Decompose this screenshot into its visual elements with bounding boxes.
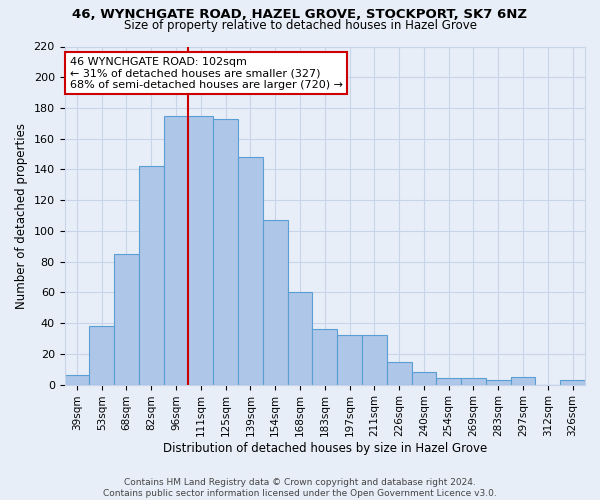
X-axis label: Distribution of detached houses by size in Hazel Grove: Distribution of detached houses by size … — [163, 442, 487, 455]
Text: 46 WYNCHGATE ROAD: 102sqm
← 31% of detached houses are smaller (327)
68% of semi: 46 WYNCHGATE ROAD: 102sqm ← 31% of detac… — [70, 56, 343, 90]
Bar — [164, 116, 188, 384]
Bar — [139, 166, 164, 384]
Bar — [387, 362, 412, 384]
Bar — [362, 336, 387, 384]
Bar — [238, 157, 263, 384]
Bar — [89, 326, 114, 384]
Bar — [114, 254, 139, 384]
Bar — [412, 372, 436, 384]
Y-axis label: Number of detached properties: Number of detached properties — [15, 122, 28, 308]
Text: 46, WYNCHGATE ROAD, HAZEL GROVE, STOCKPORT, SK7 6NZ: 46, WYNCHGATE ROAD, HAZEL GROVE, STOCKPO… — [73, 8, 527, 20]
Bar — [313, 330, 337, 384]
Bar — [511, 377, 535, 384]
Bar — [461, 378, 486, 384]
Bar — [287, 292, 313, 384]
Bar — [560, 380, 585, 384]
Bar — [188, 116, 213, 384]
Bar — [65, 376, 89, 384]
Text: Contains HM Land Registry data © Crown copyright and database right 2024.
Contai: Contains HM Land Registry data © Crown c… — [103, 478, 497, 498]
Text: Size of property relative to detached houses in Hazel Grove: Size of property relative to detached ho… — [124, 18, 476, 32]
Bar — [213, 118, 238, 384]
Bar — [486, 380, 511, 384]
Bar — [263, 220, 287, 384]
Bar — [436, 378, 461, 384]
Bar — [337, 336, 362, 384]
